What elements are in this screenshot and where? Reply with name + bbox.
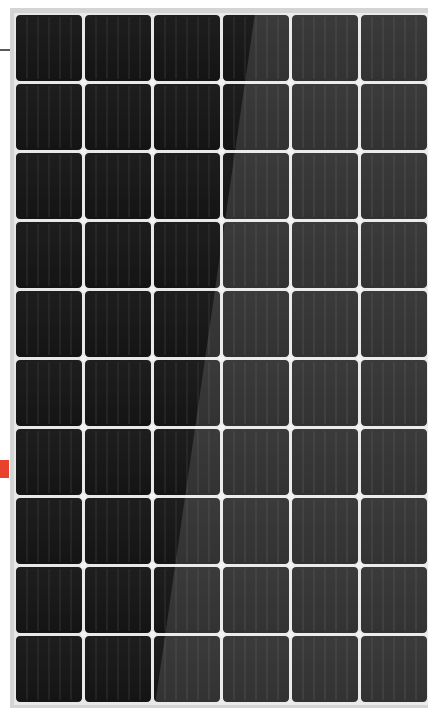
joint-dot [218,79,225,86]
cell-grid [16,15,427,702]
joint-dot [287,493,294,500]
joint-dot [356,217,363,224]
joint-dot [356,424,363,431]
joint-dot [287,562,294,569]
joint-dot [80,424,87,431]
joint-dot [356,148,363,155]
joint-dot [80,79,87,86]
joint-dot [149,493,156,500]
joint-dot [149,286,156,293]
joint-dot [149,631,156,638]
joint-dot [287,631,294,638]
joint-dot [356,79,363,86]
joint-dot [149,355,156,362]
joint-dot [218,148,225,155]
joint-dot [80,355,87,362]
joint-dot [149,148,156,155]
joint-dot [80,493,87,500]
joint-dot [80,562,87,569]
joint-dot [287,217,294,224]
joint-dot [287,286,294,293]
joint-dot [218,217,225,224]
joint-dot [287,424,294,431]
joint-dot [80,148,87,155]
joint-dot [80,631,87,638]
joint-dot [218,286,225,293]
joint-dot [287,79,294,86]
joint-dot [356,286,363,293]
joint-dot [356,355,363,362]
joint-dot [218,355,225,362]
joint-dot [356,562,363,569]
joint-dot [149,79,156,86]
joint-dot [149,217,156,224]
joint-dot [80,217,87,224]
red-marker [0,460,9,478]
joint-dot [80,286,87,293]
joint-dot [218,631,225,638]
joint-dot [218,562,225,569]
joint-dot [218,493,225,500]
joint-dot [287,148,294,155]
joint-dot [149,424,156,431]
joint-dot [218,424,225,431]
joint-dot [287,355,294,362]
busbar-joints [80,79,363,638]
joint-dot [356,493,363,500]
joint-dot [356,631,363,638]
joint-dot [149,562,156,569]
